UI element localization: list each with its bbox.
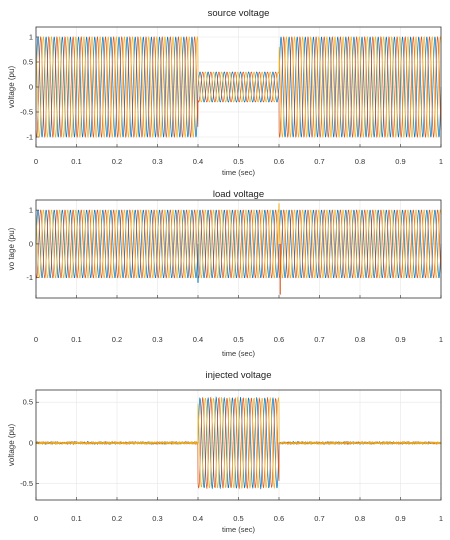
y-tick-label: -1 bbox=[26, 273, 33, 282]
y-tick-label: 1 bbox=[29, 206, 33, 215]
y-tick-label: 0 bbox=[29, 83, 33, 92]
x-tick-label: 0.5 bbox=[233, 157, 243, 166]
x-tick-label: 0.2 bbox=[112, 335, 122, 344]
series-line-phase-3 bbox=[35, 209, 442, 279]
x-tick-label: 0.7 bbox=[314, 157, 324, 166]
y-axis-label: voltage (pu) bbox=[7, 424, 16, 467]
x-tick-label: 1 bbox=[439, 514, 443, 523]
chart-panel-3: 0 0.1 0.2 0.3 0.4 0.5 0.6 0.7 0.8 0.9 1 -0.5 0 0.5 inj… bbox=[7, 370, 443, 534]
x-tick-label: 0.6 bbox=[274, 335, 284, 344]
x-tick-label: 0.6 bbox=[274, 157, 284, 166]
chart-title: source voltage bbox=[208, 8, 270, 19]
y-tick-label: 1 bbox=[29, 33, 33, 42]
x-tick-label: 0 bbox=[34, 157, 38, 166]
x-tick-label: 0.3 bbox=[152, 514, 162, 523]
x-tick-label: 1 bbox=[439, 335, 443, 344]
x-tick-label: 0.2 bbox=[112, 514, 122, 523]
series-line-phase-2 bbox=[35, 209, 442, 279]
chart-title: injected voltage bbox=[205, 370, 271, 381]
chart-title: load voltage bbox=[213, 189, 264, 200]
x-tick-label: 0.1 bbox=[71, 514, 81, 523]
x-tick-label: 0.6 bbox=[274, 514, 284, 523]
series-line-phase-3 bbox=[35, 36, 442, 138]
x-tick-label: 0.9 bbox=[395, 157, 405, 166]
x-tick-label: 0.8 bbox=[355, 335, 365, 344]
y-axis-label: voltage (pu) bbox=[7, 66, 16, 109]
series-line-phase-3 bbox=[35, 395, 442, 489]
x-tick-label: 0.8 bbox=[355, 514, 365, 523]
x-tick-label: 0.1 bbox=[71, 157, 81, 166]
series-line-phase-1 bbox=[35, 209, 442, 279]
x-axis-label: time (sec) bbox=[222, 525, 255, 534]
x-tick-label: 0.9 bbox=[395, 335, 405, 344]
x-tick-label: 0.9 bbox=[395, 514, 405, 523]
y-tick-label: 0 bbox=[29, 239, 33, 248]
y-tick-label: 0.5 bbox=[23, 398, 33, 407]
chart-panel-1: 0 0.1 0.2 0.3 0.4 0.5 0.6 0.7 0.8 0.9 1 -1 -0.5 0 0.5 1… bbox=[7, 8, 443, 177]
y-tick-label: 0.5 bbox=[23, 58, 33, 67]
y-axis-label: vo tage (pu) bbox=[7, 227, 16, 270]
y-tick-label: -0.5 bbox=[20, 479, 33, 488]
x-axis-label: time (sec) bbox=[222, 349, 255, 358]
series-line-phase-2 bbox=[35, 36, 442, 138]
x-tick-label: 0.2 bbox=[112, 157, 122, 166]
y-tick-label: 0 bbox=[29, 438, 33, 447]
x-tick-label: 0 bbox=[34, 335, 38, 344]
x-tick-label: 0.8 bbox=[355, 157, 365, 166]
x-tick-label: 0.5 bbox=[233, 514, 243, 523]
x-tick-label: 0.7 bbox=[314, 514, 324, 523]
x-tick-label: 0.5 bbox=[233, 335, 243, 344]
x-tick-label: 0.7 bbox=[314, 335, 324, 344]
series-line-phase-1 bbox=[35, 36, 442, 138]
x-tick-label: 0.1 bbox=[71, 335, 81, 344]
x-tick-label: 0.4 bbox=[193, 514, 203, 523]
x-tick-label: 0.4 bbox=[193, 157, 203, 166]
x-tick-label: 0.4 bbox=[193, 335, 203, 344]
x-tick-label: 0.3 bbox=[152, 157, 162, 166]
x-axis-label: time (sec) bbox=[222, 168, 255, 177]
x-tick-label: 0.3 bbox=[152, 335, 162, 344]
y-tick-label: -1 bbox=[26, 133, 33, 142]
x-tick-label: 1 bbox=[439, 157, 443, 166]
chart-panel-2: 0 0.1 0.2 0.3 0.4 0.5 0.6 0.7 0.8 0.9 1 -1 0 1 load vo… bbox=[7, 189, 443, 358]
y-tick-label: -0.5 bbox=[20, 108, 33, 117]
x-tick-label: 0 bbox=[34, 514, 38, 523]
